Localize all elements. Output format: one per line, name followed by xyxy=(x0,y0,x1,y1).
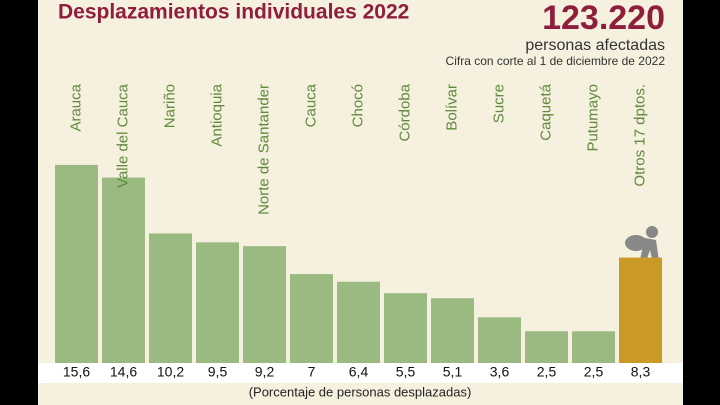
bar xyxy=(572,331,615,363)
value-label: 10,2 xyxy=(157,364,184,380)
value-label: 5,5 xyxy=(396,364,416,380)
value-label: 3,6 xyxy=(490,364,510,380)
chart-title: Desplazamientos individuales 2022 xyxy=(58,1,409,24)
bar xyxy=(525,331,568,363)
value-label: 7 xyxy=(308,364,316,380)
category-label: Norte de Santander xyxy=(255,84,272,215)
bar xyxy=(619,257,662,363)
bar xyxy=(337,281,380,363)
category-label: Sucre xyxy=(490,84,507,123)
category-label: Bolívar xyxy=(443,84,460,131)
category-label: Nariño xyxy=(161,84,178,128)
footnote: (Porcentaje de personas desplazadas) xyxy=(249,384,472,399)
bar xyxy=(431,298,474,363)
value-label: 9,2 xyxy=(255,364,275,380)
value-label: 14,6 xyxy=(110,364,137,380)
category-label: Antioquia xyxy=(208,83,225,146)
value-label: 6,4 xyxy=(349,364,369,380)
value-label: 2,5 xyxy=(584,364,604,380)
value-label: 9,5 xyxy=(208,364,228,380)
value-label: 8,3 xyxy=(631,364,651,380)
category-label: Otros 17 dptos. xyxy=(631,84,648,187)
note: Cifra con corte al 1 de diciembre de 202… xyxy=(446,54,666,68)
category-label: Arauca xyxy=(67,83,84,131)
bar xyxy=(149,233,192,363)
category-label: Valle del Cauca xyxy=(114,83,131,188)
value-label: 2,5 xyxy=(537,364,557,380)
headline: 123.220 xyxy=(542,0,665,37)
category-label: Caquetá xyxy=(537,83,554,140)
value-label: 5,1 xyxy=(443,364,463,380)
bar xyxy=(55,164,98,363)
bar xyxy=(102,177,145,363)
subtitle: personas afectadas xyxy=(525,37,665,54)
category-label: Chocó xyxy=(349,84,366,127)
category-label: Putumayo xyxy=(584,84,601,152)
bar xyxy=(243,246,286,363)
bar xyxy=(478,317,521,363)
bar xyxy=(196,242,239,363)
bar xyxy=(290,274,333,363)
value-row xyxy=(38,363,683,383)
bar xyxy=(384,293,427,363)
value-label: 15,6 xyxy=(63,364,90,380)
category-label: Córdoba xyxy=(396,83,413,141)
category-label: Cauca xyxy=(302,83,319,127)
